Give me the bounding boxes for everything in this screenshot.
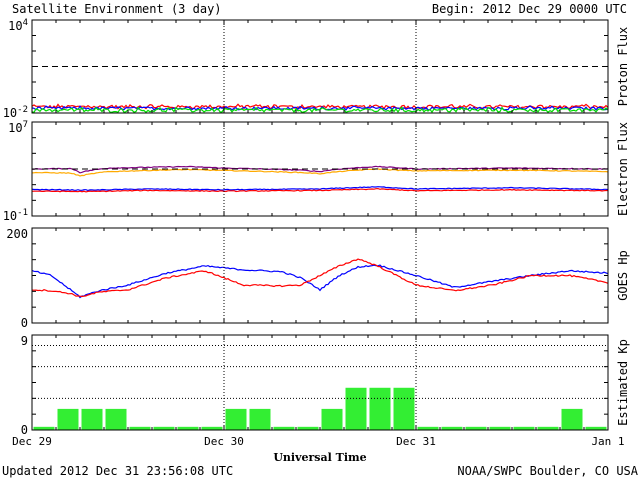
- kp-bar: [441, 426, 463, 430]
- kp-bar: [537, 426, 559, 430]
- y-axis-label: Estimated Kp: [616, 339, 630, 426]
- panel-estimated-kp: 9 0 Estimated Kp: [21, 334, 630, 437]
- kp-bar: [345, 387, 367, 430]
- kp-bar: [585, 426, 607, 430]
- x-tick-label: Jan 1: [591, 435, 624, 448]
- kp-bar: [369, 387, 391, 430]
- y-tick-label-top: 9: [21, 334, 28, 348]
- series-line-3: [31, 186, 609, 192]
- series-line-1: [31, 165, 609, 174]
- y-tick-label-bottom: 10-2: [3, 105, 28, 120]
- kp-bar: [177, 426, 199, 430]
- y-tick-label-bottom: 0: [21, 316, 28, 330]
- series-line-1: [31, 264, 609, 299]
- y-tick-label-top: 200: [6, 227, 28, 241]
- begin-time: Begin: 2012 Dec 29 0000 UTC: [432, 2, 627, 16]
- kp-bar: [417, 426, 439, 430]
- kp-bar: [513, 426, 535, 430]
- kp-bar: [249, 408, 271, 430]
- kp-bar: [129, 426, 151, 430]
- kp-bar: [225, 408, 247, 430]
- kp-bar: [33, 426, 55, 430]
- chart-title: Satellite Environment (3 day): [12, 2, 222, 16]
- updated-timestamp: Updated 2012 Dec 31 23:56:08 UTC: [2, 464, 233, 478]
- kp-bar: [81, 408, 103, 430]
- y-axis-label: GOES Hp: [616, 250, 630, 301]
- x-axis-labels: Dec 29 Dec 30 Dec 31 Jan 1: [12, 435, 624, 448]
- y-axis-label: Proton Flux: [616, 27, 630, 106]
- kp-bar: [465, 426, 487, 430]
- kp-bar: [561, 408, 583, 430]
- x-tick-label: Dec 30: [204, 435, 244, 448]
- panel-frame: [31, 121, 609, 217]
- kp-bar: [489, 426, 511, 430]
- series-line-4: [31, 187, 608, 193]
- kp-bar: [105, 408, 127, 430]
- x-tick-label: Dec 29: [12, 435, 52, 448]
- kp-bar: [57, 408, 79, 430]
- series-line-2: [31, 258, 609, 298]
- panel-proton-flux: 104 10-2 Proton Flux: [3, 18, 630, 120]
- y-tick-label-top: 104: [8, 18, 28, 33]
- kp-bar: [321, 408, 343, 430]
- panel-goes-hp: 200 0 GOES Hp: [6, 227, 630, 330]
- x-tick-label: Dec 31: [396, 435, 436, 448]
- kp-bar: [201, 426, 223, 430]
- kp-bar: [393, 387, 415, 430]
- kp-bar: [297, 426, 319, 430]
- kp-bar: [153, 426, 175, 430]
- y-tick-label-bottom: 0: [21, 423, 28, 437]
- y-tick-label-top: 107: [8, 120, 28, 135]
- series-line-2: [31, 168, 609, 177]
- x-axis-label: Universal Time: [273, 451, 366, 464]
- credit: NOAA/SWPC Boulder, CO USA: [457, 464, 638, 478]
- y-tick-label-bottom: 10-1: [3, 208, 28, 223]
- kp-bar: [273, 426, 295, 430]
- y-axis-label: Electron Flux: [616, 122, 630, 216]
- panel-electron-flux: 107 10-1 Electron Flux: [3, 120, 630, 223]
- panel-frame: [31, 19, 609, 114]
